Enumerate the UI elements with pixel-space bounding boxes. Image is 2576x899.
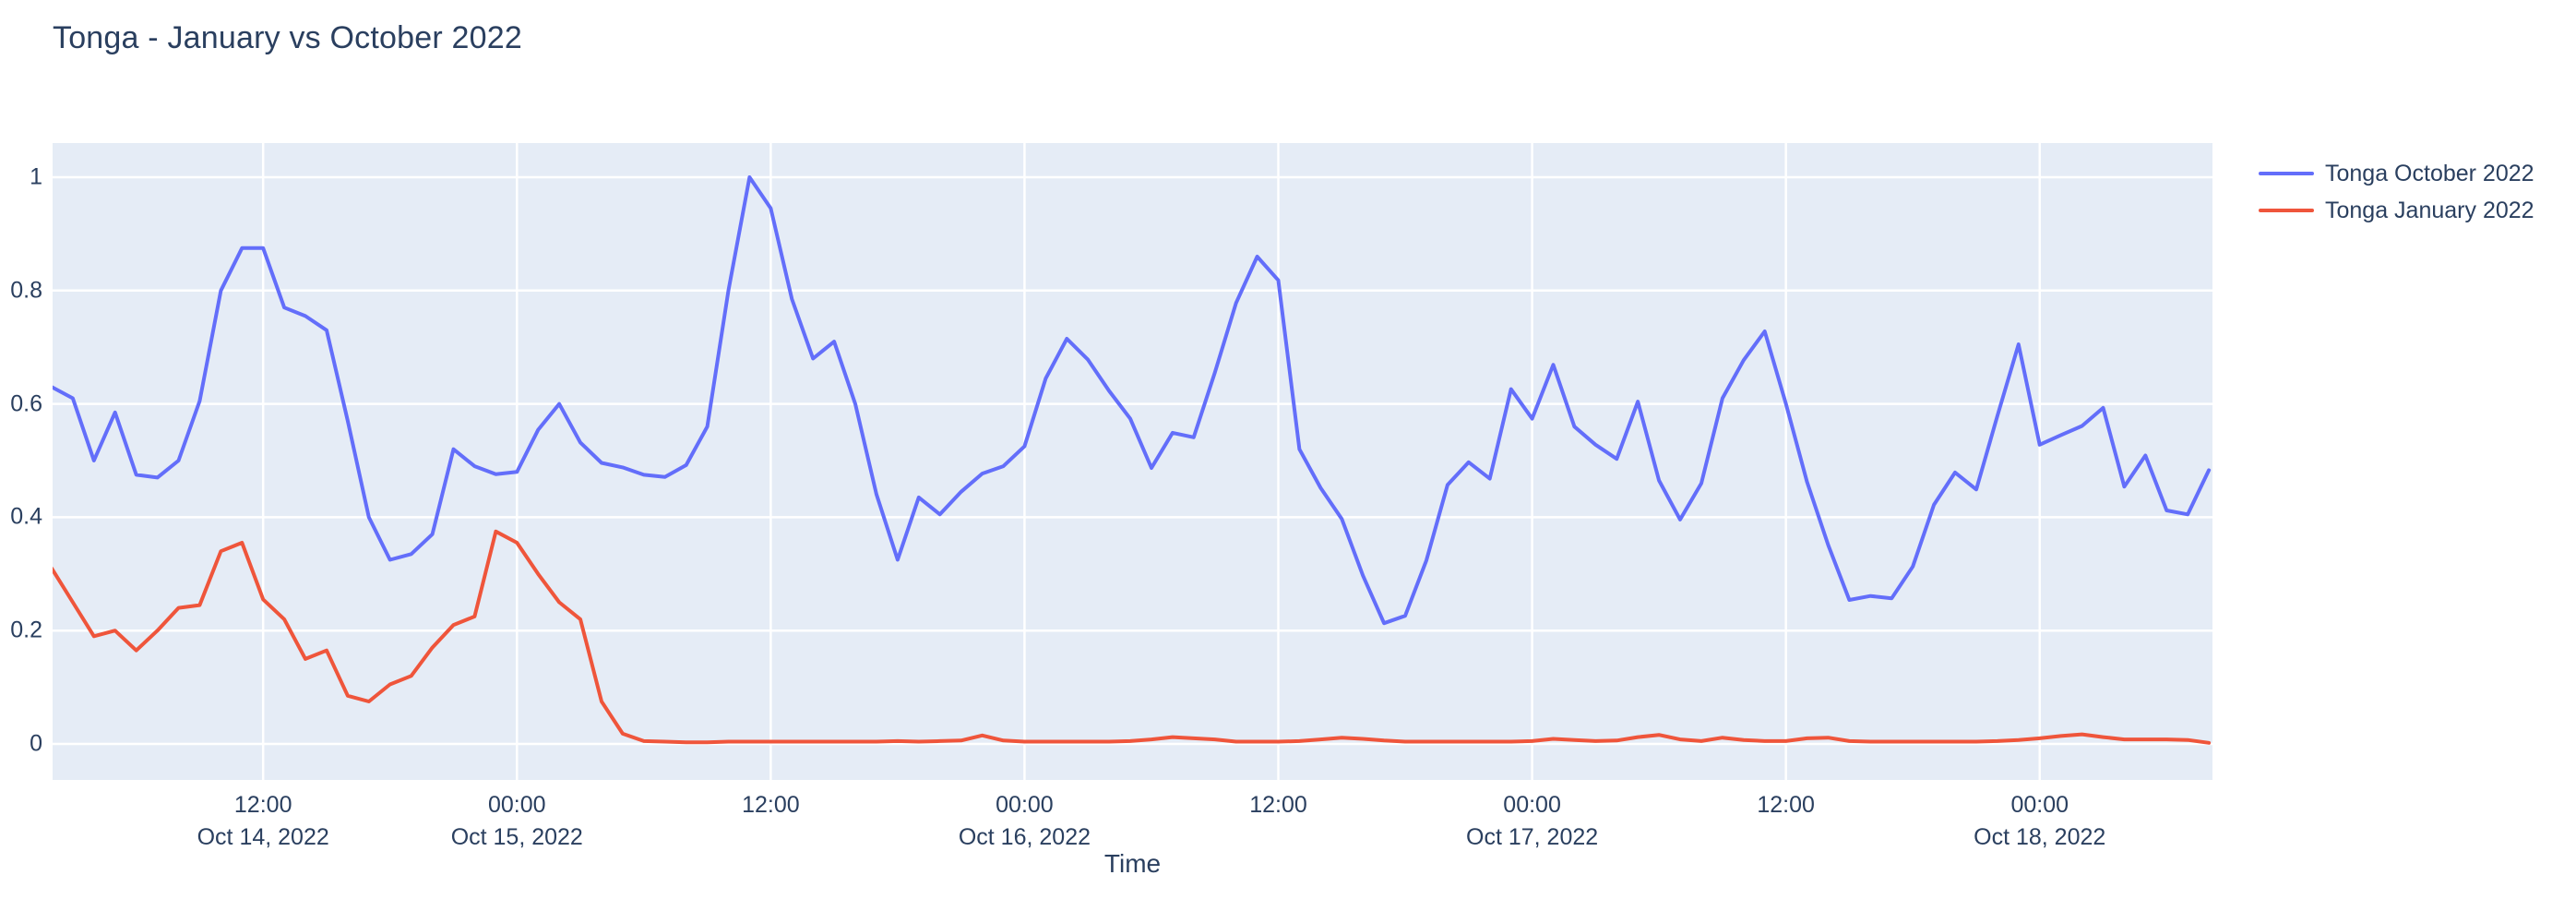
chart-title: Tonga - January vs October 2022 [53, 20, 522, 55]
legend-label-october: Tonga October 2022 [2325, 160, 2534, 186]
legend-item-tonga-october-2022[interactable]: Tonga October 2022 [2259, 155, 2534, 192]
y-tick-label-0.6: 0.6 [10, 390, 42, 417]
y-tick-label-0: 0 [30, 730, 42, 757]
legend-label-january: Tonga January 2022 [2325, 197, 2534, 223]
series-line-tonga-january-2022[interactable] [52, 529, 2212, 745]
legend: Tonga October 2022 Tonga January 2022 [2259, 155, 2534, 229]
x-tick-label-12:00: 12:00 [742, 792, 800, 818]
x-tick-label-12:00-Oct 14, 2022: 12:00 Oct 14, 2022 [197, 792, 329, 850]
legend-item-tonga-january-2022[interactable]: Tonga January 2022 [2259, 192, 2534, 229]
y-tick-label-1: 1 [30, 163, 42, 190]
x-tick-label-00:00-Oct 15, 2022: 00:00 Oct 15, 2022 [450, 792, 583, 850]
x-tick-label-00:00-Oct 17, 2022: 00:00 Oct 17, 2022 [1466, 792, 1599, 850]
y-tick-label-0.4: 0.4 [10, 503, 42, 530]
plot-area[interactable] [53, 143, 2212, 780]
x-tick-label-12:00: 12:00 [1757, 792, 1815, 818]
x-tick-label-00:00-Oct 16, 2022: 00:00 Oct 16, 2022 [958, 792, 1091, 850]
x-axis-title: Time [1103, 849, 1162, 878]
legend-line-swatch-january [2259, 209, 2314, 212]
y-tick-label-0.2: 0.2 [10, 617, 42, 643]
legend-line-swatch-october [2259, 172, 2314, 175]
y-tick-label-0.8: 0.8 [10, 277, 42, 304]
series-line-tonga-october-2022[interactable] [52, 175, 2212, 626]
x-tick-label-12:00: 12:00 [1249, 792, 1307, 818]
x-tick-label-00:00-Oct 18, 2022: 00:00 Oct 18, 2022 [1974, 792, 2106, 850]
